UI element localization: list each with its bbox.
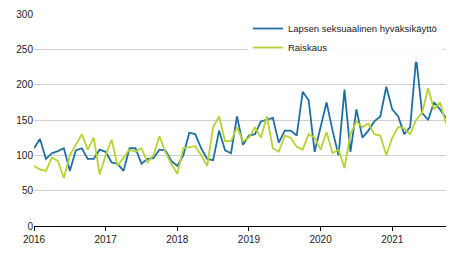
svg-text:2020: 2020	[309, 234, 332, 245]
svg-text:2019: 2019	[238, 234, 261, 245]
svg-text:2018: 2018	[166, 234, 189, 245]
svg-text:2017: 2017	[95, 234, 118, 245]
svg-text:200: 200	[16, 79, 33, 90]
svg-text:100: 100	[16, 150, 33, 161]
svg-text:50: 50	[22, 185, 34, 196]
svg-text:250: 250	[16, 44, 33, 55]
svg-text:Raiskaus: Raiskaus	[288, 42, 327, 53]
svg-text:0: 0	[27, 221, 33, 232]
svg-text:300: 300	[16, 9, 33, 20]
svg-text:150: 150	[16, 115, 33, 126]
svg-text:Lapsen seksuaalinen hyväksikäy: Lapsen seksuaalinen hyväksikäyttö	[288, 23, 437, 34]
svg-text:2021: 2021	[381, 234, 404, 245]
svg-text:2016: 2016	[23, 234, 46, 245]
